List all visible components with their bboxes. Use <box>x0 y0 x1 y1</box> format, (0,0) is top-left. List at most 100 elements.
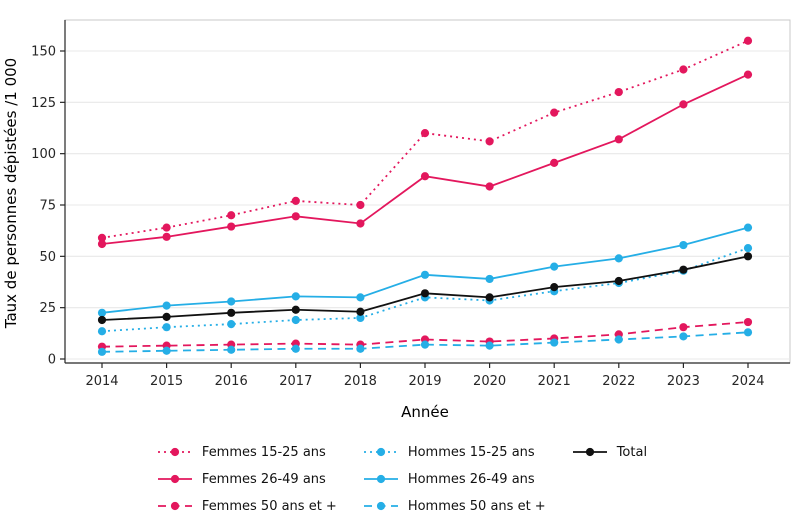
data-point <box>485 274 494 284</box>
data-point <box>485 341 494 350</box>
legend-item: Hommes 26-49 ans <box>363 471 546 487</box>
data-point <box>743 244 753 253</box>
legend-item: Hommes 15-25 ans <box>363 444 546 460</box>
legend-key-dashed-line-icon <box>157 501 192 511</box>
data-point <box>485 137 494 146</box>
data-point <box>227 308 236 317</box>
legend-column: Hommes 15-25 ans Hommes 26-49 ans Hommes 5… <box>363 444 546 514</box>
data-point <box>679 100 688 109</box>
data-point <box>291 196 300 205</box>
chart-legend: Femmes 15-25 ans Femmes 26-49 ans Femmes 5… <box>0 444 804 514</box>
x-tick-label: 2018 <box>344 374 377 389</box>
data-point <box>743 328 753 337</box>
data-point <box>550 158 559 168</box>
y-tick-label: 50 <box>39 250 56 265</box>
y-tick-label: 150 <box>31 45 56 60</box>
data-point <box>743 70 753 79</box>
data-point <box>614 87 623 97</box>
series-line <box>101 39 749 239</box>
x-tick-label: 2015 <box>150 374 183 389</box>
legend-label: Hommes 26-49 ans <box>407 471 535 487</box>
legend-key-marker <box>376 447 385 457</box>
data-point <box>227 222 236 231</box>
legend-label: Femmes 26-49 ans <box>201 471 326 487</box>
data-point <box>550 283 559 292</box>
data-point <box>420 340 430 349</box>
data-point <box>227 297 236 306</box>
data-point <box>679 65 688 74</box>
legend-label: Hommes 15-25 ans <box>407 444 535 460</box>
x-tick-label: 2024 <box>731 374 764 389</box>
data-point <box>291 212 300 221</box>
data-point <box>485 182 494 191</box>
data-point <box>162 346 171 355</box>
legend-key-solid-line-icon <box>572 447 607 457</box>
legend-key-solid-line-icon <box>157 474 192 484</box>
data-point <box>97 327 107 336</box>
data-point <box>614 254 623 263</box>
data-point <box>162 323 171 332</box>
data-point <box>420 129 430 138</box>
legend-key-marker <box>376 501 385 511</box>
data-point <box>679 323 688 332</box>
data-point <box>550 338 559 347</box>
x-tick-label: 2023 <box>667 374 700 389</box>
legend-label: Hommes 50 ans et + <box>407 498 546 514</box>
data-point <box>743 36 753 45</box>
x-tick-label: 2021 <box>538 374 571 389</box>
legend-label: Femmes 50 ans et + <box>201 498 337 514</box>
legend-key-dashed-line-icon <box>363 501 398 511</box>
data-point <box>97 308 107 317</box>
series-total <box>97 252 753 325</box>
x-tick-label: 2014 <box>85 374 118 389</box>
data-point <box>291 305 300 314</box>
line-chart: 0 25 50 75 100 125 150 2014 2015 2016 2017 2018 2019… <box>2 19 791 421</box>
data-point <box>356 313 365 323</box>
x-tick-label: 2019 <box>408 374 441 389</box>
data-point <box>356 293 365 302</box>
data-point <box>227 319 236 329</box>
y-tick-label: 125 <box>31 96 56 111</box>
data-point <box>550 108 559 117</box>
data-point <box>743 223 753 232</box>
axes: 0 25 50 75 100 125 150 2014 2015 2016 2017 2018 2019… <box>31 20 790 389</box>
data-point <box>679 332 688 341</box>
legend-key-dotted-line-icon <box>157 447 192 457</box>
series-femmes-15-25-ans <box>97 36 753 242</box>
data-point <box>614 276 623 286</box>
data-point <box>743 252 753 261</box>
legend-key-solid-line-icon <box>363 474 398 484</box>
legend-item: Hommes 50 ans et + <box>363 498 546 514</box>
data-point <box>291 292 300 301</box>
x-tick-label: 2020 <box>473 374 506 389</box>
legend-label: Total <box>616 444 648 460</box>
data-point <box>679 265 688 274</box>
legend-label: Femmes 15-25 ans <box>201 444 326 460</box>
data-point <box>614 335 623 344</box>
x-tick-label: 2016 <box>215 374 248 389</box>
y-tick-label: 75 <box>39 199 56 214</box>
series-hommes-50-ans-et <box>97 328 753 356</box>
data-point <box>291 344 300 353</box>
data-point <box>420 289 430 298</box>
series-lines <box>97 36 753 356</box>
data-point <box>550 262 559 271</box>
data-point <box>356 200 365 210</box>
data-point <box>97 239 107 249</box>
data-point <box>420 270 430 279</box>
data-point <box>97 315 107 325</box>
y-axis-title: Taux de personnes dépistées /1 000 <box>2 58 20 329</box>
data-point <box>485 293 494 302</box>
y-tick-label: 0 <box>48 353 56 368</box>
legend-key-marker <box>170 474 180 484</box>
data-point <box>97 347 107 356</box>
y-tick-label: 100 <box>31 147 56 162</box>
data-point <box>227 211 236 220</box>
legend-key-dotted-line-icon <box>363 447 398 457</box>
data-point <box>679 240 688 250</box>
legend-item: Femmes 15-25 ans <box>157 444 337 460</box>
data-point <box>291 315 300 325</box>
legend-item: Femmes 50 ans et + <box>157 498 337 514</box>
legend-item: Total <box>572 444 647 460</box>
legend-key-marker <box>170 447 180 457</box>
